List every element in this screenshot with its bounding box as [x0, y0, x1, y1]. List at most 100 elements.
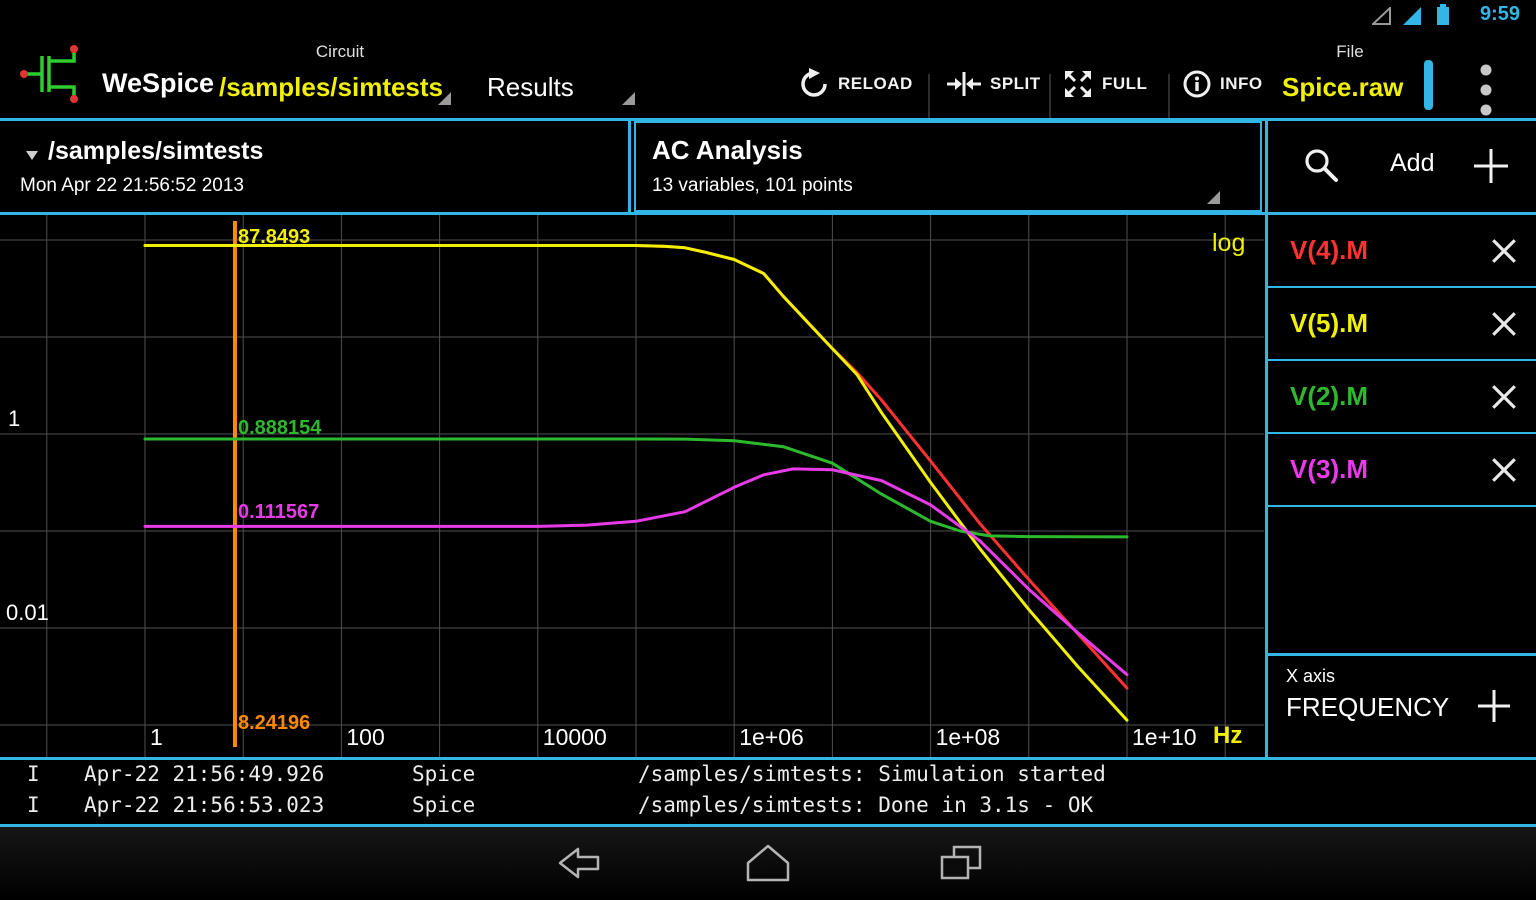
full-button[interactable]: FULL [1062, 64, 1147, 104]
app-title: WeSpice [102, 68, 215, 98]
cursor-readout-v3: 0.111567 [238, 501, 320, 523]
spinner-caret-icon [622, 92, 635, 105]
dataset-header[interactable]: /samples/simtests Mon Apr 22 21:56:52 20… [0, 121, 631, 212]
android-navbar [0, 827, 1536, 900]
y-tick-label: 0.01 [6, 600, 49, 625]
signal-icon [1403, 7, 1421, 25]
text-cursor[interactable] [1424, 60, 1433, 110]
x-tick-label: 1e+06 [739, 724, 804, 750]
divider [0, 824, 1536, 827]
variable-row[interactable]: V(2).M [1268, 361, 1536, 434]
split-label: SPLIT [990, 74, 1041, 93]
back-icon[interactable] [556, 845, 602, 881]
search-icon[interactable] [1303, 147, 1341, 185]
divider [0, 757, 1536, 760]
reload-icon [801, 68, 827, 97]
close-icon[interactable] [1490, 456, 1518, 484]
log-message: /samples/simtests: Done in 3.1s - OK [638, 793, 1094, 817]
file-label: File [1336, 42, 1364, 61]
trace-V(3).M [143, 467, 1129, 677]
log-level: I [27, 793, 40, 817]
variable-label: V(4).M [1290, 235, 1368, 265]
home-icon[interactable] [744, 842, 792, 884]
scale-badge: log [1212, 229, 1246, 257]
wespice-logo-icon [20, 45, 78, 103]
analysis-selector[interactable]: AC Analysis 13 variables, 101 points [634, 121, 1262, 212]
cursor-readout-v2: 0.888154 [238, 417, 322, 439]
plus-icon[interactable] [1476, 688, 1512, 724]
battery-icon [1437, 4, 1449, 25]
add-button[interactable]: Add [1390, 149, 1435, 177]
log-console: I Apr-22 21:56:49.926 Spice /samples/sim… [0, 760, 1536, 824]
info-button[interactable]: INFO [1182, 64, 1263, 104]
file-selector[interactable]: Spice.raw [1282, 72, 1404, 102]
tab-results[interactable]: Results [487, 72, 574, 102]
bode-plot-area[interactable]: log Hz 87.8493 0.888154 0.111567 8.24196… [0, 215, 1264, 757]
divider [1168, 74, 1170, 126]
circuit-label: Circuit [315, 42, 365, 61]
log-source: Spice [412, 762, 476, 786]
status-clock: 9:59 [1479, 3, 1520, 25]
add-variable-panel: Add [1265, 121, 1536, 212]
cursor-readout-v5: 87.8493 [238, 226, 311, 248]
variable-row[interactable]: V(4).M [1268, 215, 1536, 288]
bode-plot-canvas[interactable] [0, 215, 1264, 757]
network-signal-icon [1372, 7, 1391, 25]
x-unit-label: Hz [1213, 722, 1243, 749]
x-tick-label: 100 [346, 724, 385, 750]
trace-V(5).M [143, 244, 1129, 722]
log-source: Spice [412, 793, 476, 817]
analysis-subtitle: 13 variables, 101 points [652, 175, 853, 196]
overflow-menu-icon[interactable] [1478, 62, 1494, 118]
reload-label: RELOAD [838, 74, 913, 93]
close-icon[interactable] [1490, 383, 1518, 411]
info-icon [1183, 70, 1211, 98]
x-axis-variable: FREQUENCY [1286, 692, 1450, 722]
x-tick-label: 1 [150, 724, 163, 750]
variables-sidebar: V(4).M V(5).M V(2).M V(3).M X axis FRE [1265, 215, 1536, 757]
android-status-bar: 9:59 [0, 0, 1536, 30]
split-icon [947, 72, 981, 96]
divider [928, 74, 930, 126]
variable-label: V(5).M [1290, 308, 1368, 338]
cursor-readout-frequency: 8.24196 [238, 712, 311, 734]
recents-icon[interactable] [938, 844, 984, 882]
collapse-caret-icon [26, 151, 38, 160]
close-icon[interactable] [1490, 237, 1518, 265]
variable-row[interactable]: V(3).M [1268, 434, 1536, 507]
circuit-selector[interactable]: /samples/simtests [219, 72, 444, 102]
divider [1049, 74, 1051, 126]
split-button[interactable]: SPLIT [946, 64, 1041, 104]
analysis-title: AC Analysis [652, 135, 803, 165]
variable-row[interactable]: V(5).M [1268, 288, 1536, 361]
divider [0, 118, 1536, 121]
log-time: Apr-22 21:56:53.023 [84, 793, 325, 817]
log-time: Apr-22 21:56:49.926 [84, 762, 325, 786]
log-row: I Apr-22 21:56:53.023 Spice /samples/sim… [0, 793, 1536, 823]
full-icon [1065, 71, 1091, 97]
dataset-timestamp: Mon Apr 22 21:56:52 2013 [20, 175, 244, 196]
plus-icon[interactable] [1472, 147, 1510, 185]
x-tick-label: 10000 [542, 724, 607, 750]
variable-label: V(2).M [1290, 381, 1368, 411]
x-axis-selector[interactable]: X axis FREQUENCY [1268, 653, 1536, 757]
close-icon[interactable] [1490, 310, 1518, 338]
spinner-caret-icon [438, 92, 451, 105]
variable-label: V(3).M [1290, 454, 1368, 484]
log-message: /samples/simtests: Simulation started [638, 762, 1106, 786]
dataset-title: /samples/simtests [48, 137, 264, 165]
log-level: I [27, 762, 40, 786]
divider [0, 212, 1536, 215]
full-label: FULL [1102, 74, 1148, 93]
info-label: INFO [1220, 74, 1263, 93]
x-axis-caption: X axis [1286, 666, 1336, 686]
log-row: I Apr-22 21:56:49.926 Spice /samples/sim… [0, 762, 1536, 792]
x-tick-label: 1e+08 [935, 724, 1001, 750]
spinner-caret-icon [1207, 191, 1220, 204]
reload-button[interactable]: RELOAD [798, 64, 913, 104]
x-tick-label: 1e+10 [1132, 724, 1197, 750]
app-toolbar: WeSpice Circuit /samples/simtests Result… [0, 30, 1536, 126]
y-tick-label: 1 [8, 406, 21, 431]
trace-V(2).M [143, 437, 1129, 539]
